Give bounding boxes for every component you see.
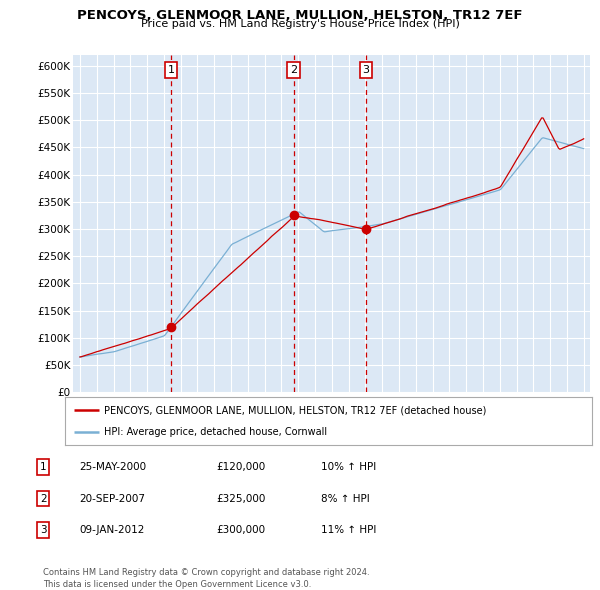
Text: 2: 2 bbox=[40, 494, 47, 503]
Text: £300,000: £300,000 bbox=[216, 525, 265, 535]
Text: £325,000: £325,000 bbox=[216, 494, 265, 503]
Text: PENCOYS, GLENMOOR LANE, MULLION, HELSTON, TR12 7EF: PENCOYS, GLENMOOR LANE, MULLION, HELSTON… bbox=[77, 9, 523, 22]
Text: 11% ↑ HPI: 11% ↑ HPI bbox=[321, 525, 376, 535]
Text: Contains HM Land Registry data © Crown copyright and database right 2024.
This d: Contains HM Land Registry data © Crown c… bbox=[43, 568, 370, 589]
Text: £120,000: £120,000 bbox=[216, 463, 265, 472]
Text: HPI: Average price, detached house, Cornwall: HPI: Average price, detached house, Corn… bbox=[104, 427, 328, 437]
Text: 20-SEP-2007: 20-SEP-2007 bbox=[79, 494, 145, 503]
Text: 8% ↑ HPI: 8% ↑ HPI bbox=[321, 494, 370, 503]
Text: Price paid vs. HM Land Registry's House Price Index (HPI): Price paid vs. HM Land Registry's House … bbox=[140, 19, 460, 30]
Text: 3: 3 bbox=[362, 65, 370, 75]
Text: 2: 2 bbox=[290, 65, 297, 75]
Text: 10% ↑ HPI: 10% ↑ HPI bbox=[321, 463, 376, 472]
Text: 1: 1 bbox=[40, 463, 47, 472]
Text: 3: 3 bbox=[40, 525, 47, 535]
Text: 1: 1 bbox=[167, 65, 175, 75]
Text: PENCOYS, GLENMOOR LANE, MULLION, HELSTON, TR12 7EF (detached house): PENCOYS, GLENMOOR LANE, MULLION, HELSTON… bbox=[104, 405, 487, 415]
Text: 25-MAY-2000: 25-MAY-2000 bbox=[79, 463, 146, 472]
Text: 09-JAN-2012: 09-JAN-2012 bbox=[79, 525, 145, 535]
